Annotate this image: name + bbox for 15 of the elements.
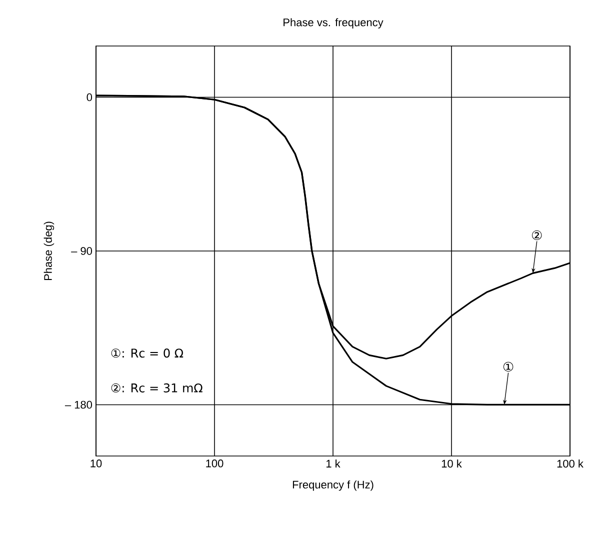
y-tick-label: 0 [86, 93, 92, 102]
x-axis-title: Frequency f (Hz) [292, 480, 374, 491]
x-tick-label: 1 k [326, 460, 340, 468]
chart-title: Phase vs. frequency [284, 18, 384, 28]
x-tick-label: 100 k [557, 460, 584, 468]
x-tick-label: 100 [206, 460, 224, 468]
annotation: ① [503, 362, 514, 372]
annotation: ② [532, 230, 542, 240]
annotation: ①: Rc = 0 Ω [111, 348, 184, 358]
y-tick-label: – 90 [71, 247, 92, 255]
x-tick-label: 10 k [442, 460, 462, 468]
annotation: ②: Rc = 31 mΩ [111, 383, 202, 392]
y-tick-label: – 180 [64, 400, 92, 409]
y-axis-title: Phase (deg) [44, 222, 54, 280]
x-tick-label: 10 [90, 460, 102, 468]
